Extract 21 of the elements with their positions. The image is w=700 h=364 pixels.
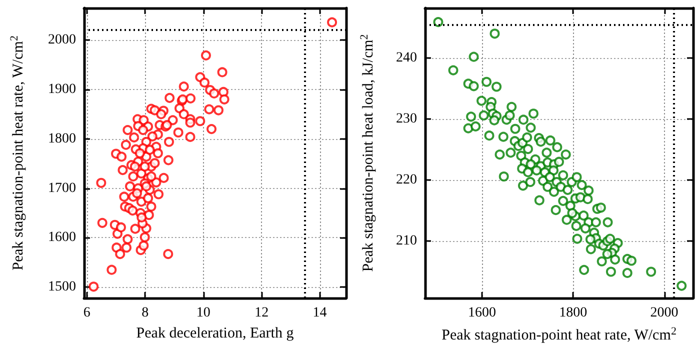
y-tick-label: 1600 bbox=[48, 230, 76, 246]
x-tick-label: 12 bbox=[254, 306, 269, 320]
y-axis-title: Peak stagnation-point heat rate, W/cm2 bbox=[8, 36, 26, 270]
x-tick-label: 8 bbox=[142, 306, 149, 320]
x-axis-title: Peak deceleration, Earth g bbox=[136, 326, 294, 342]
y-tick-label: 1700 bbox=[48, 180, 76, 196]
y-tick-label: 1900 bbox=[48, 82, 76, 98]
y-tick-label: 1500 bbox=[48, 280, 76, 295]
y-tick-label: 210 bbox=[396, 234, 417, 249]
x-tick-label: 1600 bbox=[468, 306, 496, 320]
y-tick-label: 220 bbox=[396, 172, 417, 188]
y-tick-label: 2000 bbox=[48, 32, 76, 48]
y-tick-label: 230 bbox=[396, 112, 417, 127]
y-tick-label: 240 bbox=[396, 50, 417, 66]
y-axis-title: Peak stagnation-point heat load, kJ/cm2 bbox=[358, 34, 376, 272]
x-tick-label: 2000 bbox=[650, 306, 678, 320]
x-tick-label: 10 bbox=[196, 306, 210, 320]
y-tick-label: 1800 bbox=[48, 131, 76, 146]
x-tick-label: 14 bbox=[312, 306, 327, 320]
x-tick-label: 1800 bbox=[559, 306, 588, 320]
x-tick-label: 6 bbox=[83, 306, 90, 320]
